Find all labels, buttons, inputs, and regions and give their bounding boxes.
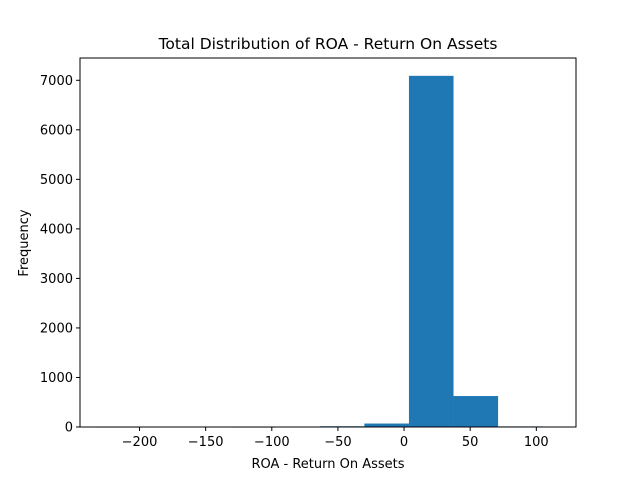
y-tick-label: 5000 (40, 173, 73, 188)
y-tick-label: 2000 (40, 321, 73, 336)
histogram-bar (453, 396, 499, 427)
y-tick-label: 3000 (40, 272, 73, 287)
y-axis-ticks: 0 1000 2000 3000 4000 5000 6000 7000 (40, 74, 80, 436)
x-tick-label: 0 (400, 435, 408, 450)
x-tick-label: 50 (462, 435, 479, 450)
bars-group (96, 75, 543, 428)
x-tick-label: 100 (524, 435, 549, 450)
x-axis-label: ROA - Return On Assets (251, 457, 404, 472)
y-tick-label: 1000 (40, 371, 73, 386)
plot-frame (79, 57, 577, 428)
chart-title: Total Distribution of ROA - Return On As… (158, 35, 498, 53)
y-tick-label: 4000 (40, 222, 73, 237)
y-tick-label: 0 (65, 421, 73, 436)
histogram-bar (408, 75, 454, 427)
x-tick-label: −100 (254, 435, 290, 450)
histogram-bar (364, 423, 409, 427)
y-tick-label: 7000 (40, 74, 73, 89)
x-tick-label: −50 (324, 435, 351, 450)
x-tick-label: −150 (188, 435, 224, 450)
y-axis-label: Frequency (17, 209, 32, 276)
x-axis-ticks: −200 −150 −100 −50 0 50 100 (122, 427, 549, 450)
y-tick-label: 6000 (40, 123, 73, 138)
x-tick-label: −200 (122, 435, 158, 450)
